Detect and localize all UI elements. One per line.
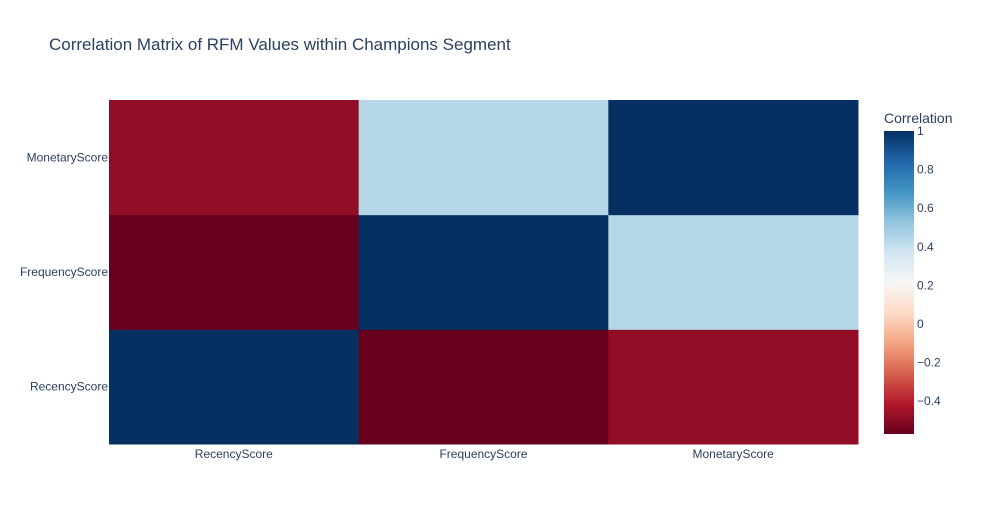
colorbar: −0.4 −0.2 0 0.2 0.4 0.6 0.8 1 [884, 124, 941, 434]
heatmap-cell [358, 329, 609, 445]
heatmap-cell [608, 329, 859, 445]
heatmap-cell [358, 100, 609, 216]
x-axis-ticks: RecencyScore FrequencyScore MonetaryScore [195, 447, 774, 461]
colorbar-tick-label: −0.4 [917, 394, 941, 408]
heatmap-cell [608, 214, 859, 330]
heatmap-cell [109, 100, 360, 216]
colorbar-tick-label: −0.2 [917, 356, 941, 370]
colorbar-tick-label: 0 [917, 317, 924, 331]
heatmap-cells [109, 100, 859, 445]
heatmap-cell [608, 100, 859, 216]
x-tick-label: FrequencyScore [439, 447, 527, 461]
colorbar-tick-label: 0.2 [917, 278, 934, 292]
chart-title: Correlation Matrix of RFM Values within … [49, 35, 511, 54]
y-tick-label: MonetaryScore [27, 150, 109, 164]
colorbar-tick-label: 0.4 [917, 240, 934, 254]
y-axis-ticks: RecencyScore FrequencyScore MonetaryScore [20, 150, 108, 393]
y-tick-label: RecencyScore [30, 380, 108, 394]
colorbar-tick-label: 0.8 [917, 163, 934, 177]
x-tick-label: RecencyScore [195, 447, 273, 461]
colorbar-gradient [884, 131, 914, 434]
heatmap-cell [109, 329, 360, 445]
y-tick-label: FrequencyScore [20, 265, 108, 279]
heatmap-cell [358, 214, 609, 330]
heatmap-cell [109, 214, 360, 330]
colorbar-title: Correlation [884, 110, 952, 126]
colorbar-tick-label: 1 [917, 124, 924, 138]
colorbar-tick-label: 0.6 [917, 201, 934, 215]
x-tick-label: MonetaryScore [692, 447, 774, 461]
